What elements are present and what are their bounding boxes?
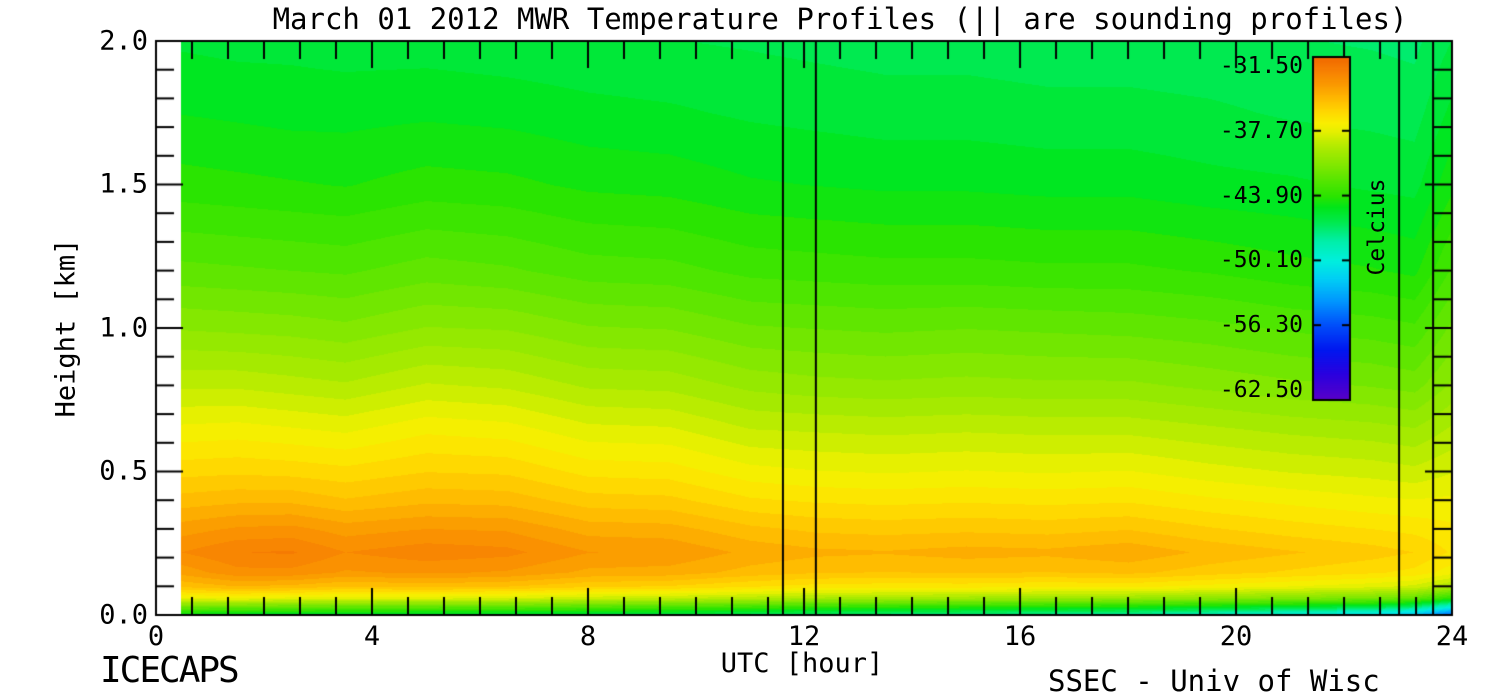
x-tick-label-8: 8 xyxy=(579,621,597,652)
x-tick-label-0: 0 xyxy=(147,621,165,652)
y-tick-label-1.5: 1.5 xyxy=(99,168,148,200)
colorbar-label-0: -31.50 xyxy=(1219,53,1303,79)
colorbar-label-3: -50.10 xyxy=(1219,247,1303,273)
y-tick-label-0.0: 0.0 xyxy=(99,599,148,631)
colorbar-label-2: -43.90 xyxy=(1219,183,1303,209)
y-tick-label-2.0: 2.0 xyxy=(99,25,148,57)
x-tick-label-12: 12 xyxy=(787,621,821,652)
x-tick-label-24: 24 xyxy=(1435,621,1469,652)
x-tick-label-16: 16 xyxy=(1003,621,1037,652)
y-axis-title: Height [km] xyxy=(50,238,82,418)
colorbar-label-1: -37.70 xyxy=(1219,118,1303,144)
colorbar-label-5: -62.50 xyxy=(1219,377,1303,403)
colorbar-title: Celcius xyxy=(1364,178,1390,276)
plot-title: March 01 2012 MWR Temperature Profiles (… xyxy=(272,2,1408,36)
x-tick-label-4: 4 xyxy=(363,621,381,652)
y-tick-label-0.5: 0.5 xyxy=(99,455,148,487)
colorbar-label-4: -56.30 xyxy=(1219,312,1303,338)
x-tick-label-20: 20 xyxy=(1219,621,1253,652)
institution-credit-ssec: SSEC - Univ of Wisc xyxy=(1048,664,1380,698)
y-tick-label-1.0: 1.0 xyxy=(99,312,148,344)
x-axis-title: UTC [hour] xyxy=(720,648,884,679)
project-credit-icecaps: ICECAPS xyxy=(100,650,240,691)
